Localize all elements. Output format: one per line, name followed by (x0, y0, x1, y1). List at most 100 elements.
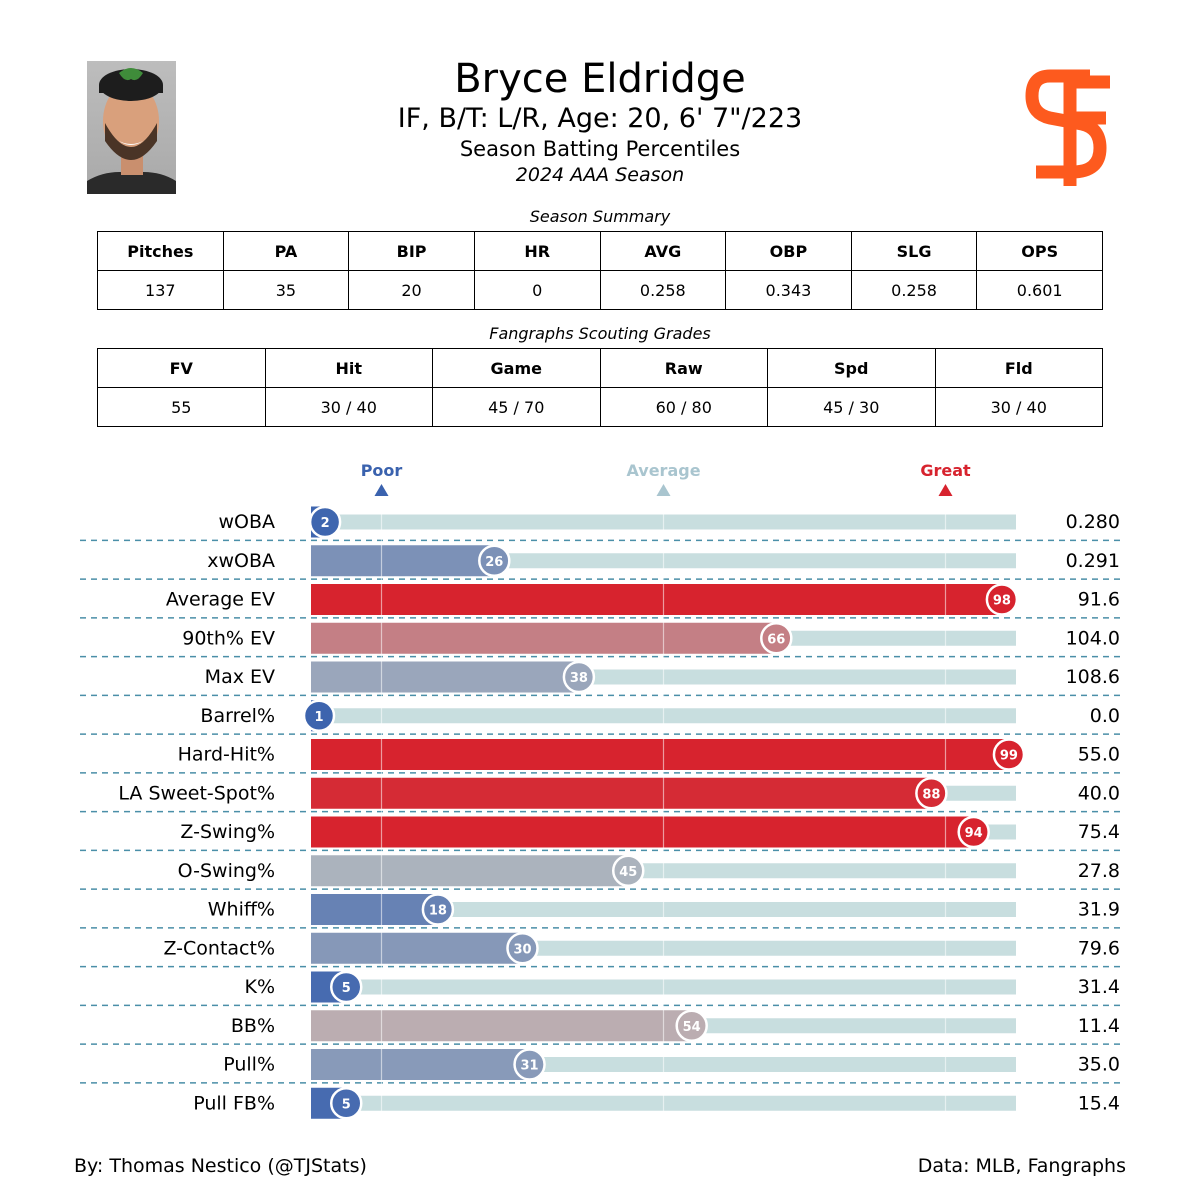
percentile-circle (957, 815, 990, 849)
chart-subtitle: Season Batting Percentiles (459, 137, 741, 161)
player-name: Bryce Eldridge (454, 56, 746, 102)
season-label: 2024 AAA Season (515, 164, 685, 186)
percentile-value: 30 (513, 942, 531, 957)
percentile-value: 5 (342, 1097, 351, 1112)
stat-value: 0.280 (1066, 511, 1120, 533)
percentile-value: 38 (570, 671, 588, 686)
stat-label: Max EV (205, 666, 275, 688)
percentile-circle (478, 544, 511, 577)
percentile-value: 98 (993, 594, 1011, 609)
summary-value-cell: 35 (222, 270, 350, 310)
stat-value: 31.9 (1078, 899, 1120, 921)
stat-label: Whiff% (208, 899, 275, 921)
summary-header-cell: BIP (348, 231, 475, 271)
percentile-value: 18 (429, 904, 447, 919)
percentile-value: 94 (965, 826, 983, 841)
percentile-circle (513, 1048, 546, 1081)
percentile-bar (311, 584, 1002, 615)
stat-label: O-Swing% (178, 860, 275, 882)
summary-header-cell: AVG (599, 231, 727, 271)
stat-label: BB% (231, 1015, 275, 1037)
percentile-bar (311, 777, 932, 809)
stat-label: Pull% (223, 1054, 275, 1076)
percentile-circle (760, 622, 793, 655)
scouting-header-row: FV Hit Game Raw Spd Fld (97, 348, 1103, 388)
percentile-bar (311, 545, 495, 577)
summary-value-cell: 0.258 (850, 270, 978, 310)
stat-value: 35.0 (1078, 1054, 1120, 1076)
footer-source: Data: MLB, Fangraphs (917, 1155, 1126, 1177)
percentile-bar (311, 661, 579, 693)
stat-value: 75.4 (1078, 821, 1120, 843)
percentile-bar (311, 622, 777, 654)
percentile-value: 45 (619, 865, 637, 880)
stat-value: 55.0 (1078, 744, 1120, 766)
percentile-value: 1 (314, 710, 323, 725)
percentile-value: 54 (683, 1020, 701, 1035)
player-bio: IF, B/T: L/R, Age: 20, 6' 7"/223 (397, 103, 803, 134)
percentile-circle (330, 1087, 363, 1120)
scouting-value-cell: 30 / 40 (264, 387, 433, 427)
stat-label: Z-Contact% (163, 937, 275, 959)
stat-label: Pull FB% (193, 1092, 275, 1114)
summary-value-cell: 0.258 (599, 270, 727, 310)
stat-value: 40.0 (1078, 782, 1120, 804)
percentile-circle (506, 932, 539, 965)
scouting-header-cell: Spd (767, 348, 936, 388)
percentile-circle (302, 699, 336, 732)
player-headshot (87, 61, 176, 194)
stat-value: 104.0 (1066, 627, 1120, 649)
summary-value-cell: 137 (97, 270, 224, 310)
percentile-circle (308, 505, 342, 539)
stat-label: K% (244, 976, 275, 998)
percentile-circle (675, 1009, 708, 1042)
percentile-value: 66 (767, 632, 785, 647)
stat-value: 0.291 (1066, 550, 1120, 572)
scouting-header-cell: Fld (934, 348, 1103, 388)
season-summary-table: Pitches PA BIP HR AVG OBP SLG OPS 137 35… (97, 231, 1103, 310)
stat-label: Average EV (166, 589, 275, 611)
stat-label: wOBA (218, 511, 275, 533)
stat-label: LA Sweet-Spot% (118, 782, 275, 804)
percentile-value: 2 (321, 516, 330, 531)
percentile-circle (985, 583, 1019, 616)
percentile-value: 99 (1000, 749, 1018, 764)
stat-value: 91.6 (1078, 589, 1120, 611)
stat-value: 108.6 (1066, 666, 1120, 688)
percentile-bar (311, 894, 438, 925)
footer-credit: By: Thomas Nestico (@TJStats) (74, 1155, 367, 1177)
scouting-value-cell: 60 / 80 (599, 387, 768, 427)
percentile-bar (311, 739, 1009, 770)
percentile-circle (915, 777, 948, 810)
scouting-header-cell: Raw (599, 348, 768, 388)
summary-header-cell: SLG (850, 231, 978, 271)
scouting-value-row: 55 30 / 40 45 / 70 60 / 80 45 / 30 30 / … (97, 387, 1103, 427)
season-summary-value-row: 137 35 20 0 0.258 0.343 0.258 0.601 (97, 270, 1103, 310)
stat-value: 31.4 (1078, 976, 1120, 998)
marker-label-poor: Poor (361, 461, 403, 480)
percentile-circle (421, 893, 455, 926)
percentile-circle (612, 854, 645, 887)
percentile-value: 5 (342, 981, 351, 996)
stat-value: 0.0 (1090, 705, 1120, 727)
scouting-caption: Fangraphs Scouting Grades (489, 324, 711, 343)
scouting-value-cell: 45 / 30 (767, 387, 936, 427)
season-summary-caption: Season Summary (529, 207, 671, 226)
stat-label: xwOBA (207, 550, 275, 572)
marker-label-great: Great (920, 461, 971, 480)
summary-value-cell: 0 (473, 270, 601, 310)
stat-value: 79.6 (1078, 937, 1120, 959)
summary-value-cell: 20 (348, 270, 475, 310)
summary-value-cell: 0.343 (725, 270, 852, 310)
percentile-circle (330, 970, 363, 1004)
scouting-value-cell: 55 (97, 387, 266, 427)
team-logo (1020, 62, 1116, 192)
scouting-table: FV Hit Game Raw Spd Fld 55 30 / 40 45 / … (97, 348, 1103, 427)
percentile-bar (311, 816, 974, 848)
percentile-bar (311, 855, 629, 887)
summary-value-cell: 0.601 (976, 270, 1103, 310)
percentile-value: 88 (922, 787, 940, 802)
scouting-value-cell: 30 / 40 (934, 387, 1103, 427)
summary-header-cell: PA (222, 231, 350, 271)
stat-value: 27.8 (1078, 860, 1120, 882)
